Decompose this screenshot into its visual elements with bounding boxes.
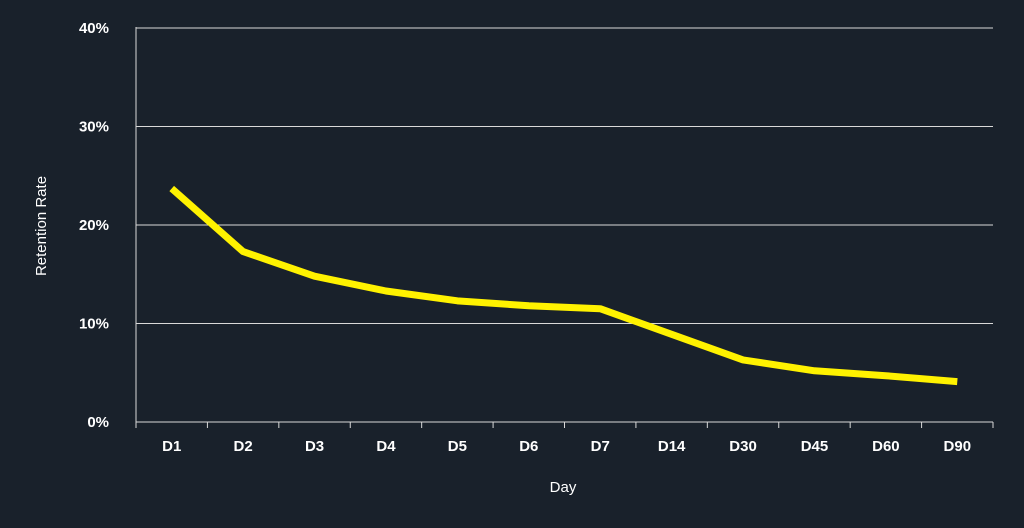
x-tick-label-d30: D30 — [729, 438, 757, 455]
y-tick-label: 0% — [87, 414, 109, 431]
series-line-0 — [169, 185, 958, 386]
y-tick-label: 30% — [79, 119, 109, 136]
x-tick-label-d45: D45 — [801, 438, 829, 455]
x-tick-label-d4: D4 — [376, 438, 396, 455]
x-tick-label-d1: D1 — [162, 438, 181, 455]
x-tick-label-d60: D60 — [872, 438, 900, 455]
y-axis-title: Retention Rate — [33, 176, 50, 276]
series-layer — [169, 185, 958, 386]
x-tick-label-d90: D90 — [944, 438, 972, 455]
x-tick-label-d5: D5 — [448, 438, 467, 455]
x-axis-ticks: D1 D2 D3 D4 D5 D6 D7 D14 D30 D45 D60 D90 — [162, 438, 971, 455]
y-tick-label: 10% — [79, 316, 109, 333]
y-tick-label: 20% — [79, 217, 109, 234]
y-tick-label: 40% — [79, 20, 109, 37]
x-tick-label-d7: D7 — [591, 438, 610, 455]
x-tick-label-d14: D14 — [658, 438, 686, 455]
x-tick-label-d6: D6 — [519, 438, 538, 455]
x-tick-label-d3: D3 — [305, 438, 324, 455]
x-axis-title: Day — [550, 479, 577, 496]
x-tick-label-d2: D2 — [234, 438, 253, 455]
axes — [135, 27, 994, 428]
grid-lines — [136, 27, 993, 324]
y-axis-ticks: 0% 10% 20% 30% 40% — [79, 20, 109, 431]
